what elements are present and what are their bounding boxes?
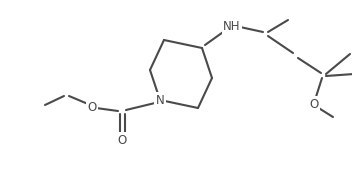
Text: N: N: [156, 94, 164, 106]
Text: NH: NH: [223, 19, 241, 33]
Text: O: O: [309, 98, 319, 110]
Text: O: O: [117, 133, 127, 147]
Text: O: O: [87, 100, 97, 114]
